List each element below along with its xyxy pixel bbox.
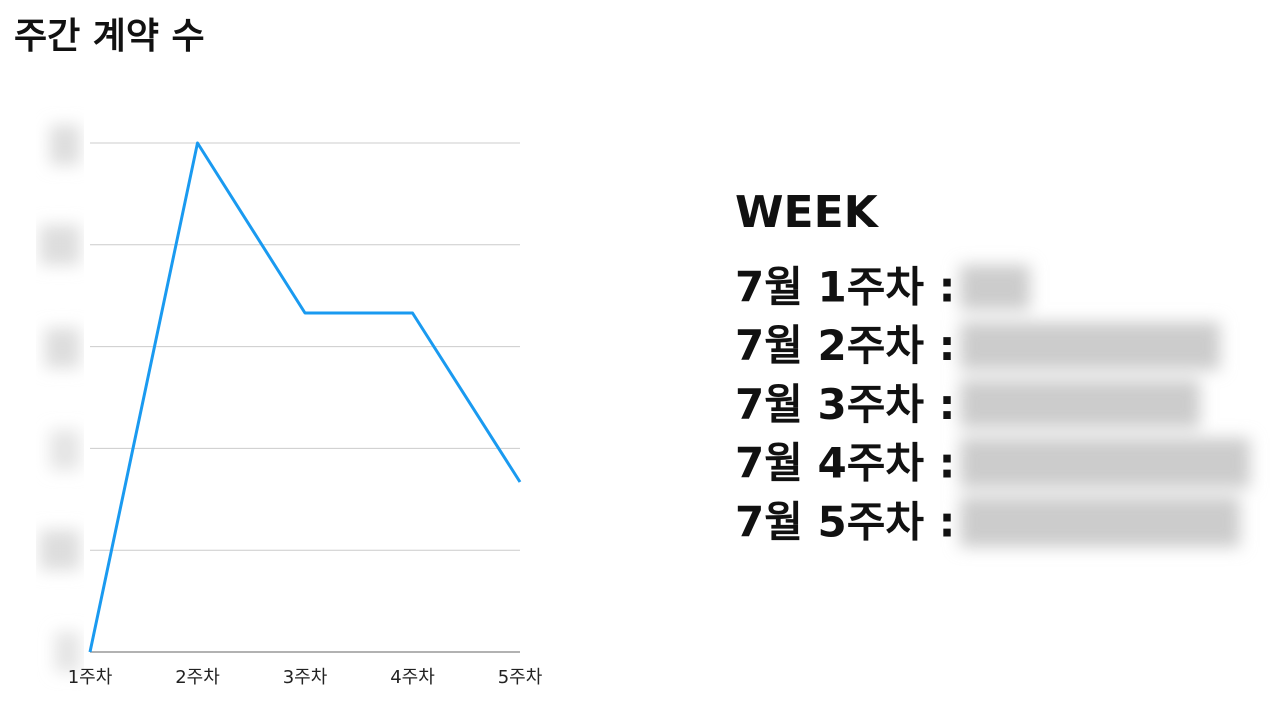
panel-row: 7월 2주차 :: [735, 321, 955, 370]
line: [88, 141, 522, 653]
panel-row: 7월 4주차 :: [735, 439, 955, 488]
chart-title: 주간 계약 수: [14, 16, 205, 57]
x-tick-label: 2주차: [175, 667, 220, 688]
panel-row: 7월 5주차 :: [735, 497, 955, 546]
x-tick-label: 3주차: [283, 667, 328, 688]
x-tick-label: 1주차: [68, 667, 113, 688]
x-tick-label: 4주차: [390, 667, 435, 688]
panel-row: 7월 1주차 :: [735, 263, 955, 312]
blurred-axis-labels: [40, 125, 80, 672]
x-tick-label: 5주차: [498, 667, 543, 688]
blurred-values: [960, 265, 1250, 547]
panel-row: 7월 3주차 :: [735, 380, 955, 429]
panel-title: WEEK: [735, 187, 880, 238]
